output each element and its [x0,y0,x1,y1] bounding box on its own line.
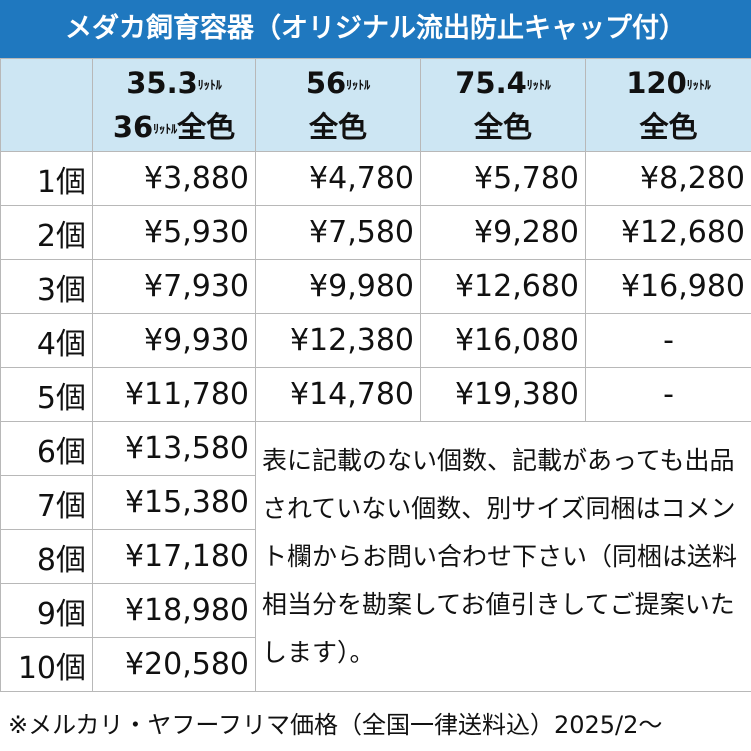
color-line: 全色 [587,105,751,149]
price: ¥7,580 [255,205,421,260]
row-label: 5個 [0,367,93,422]
column-header: 75.4ﾘｯﾄﾙ 全色 [420,58,586,152]
sub-unit: ﾘｯﾄﾙ [153,122,178,136]
column-header: 120ﾘｯﾄﾙ 全色 [585,58,751,152]
price: ¥14,780 [255,367,421,422]
sub-size: 36 [112,110,154,144]
color-line: 全色 [422,105,585,149]
row: 9個 ¥18,980 [0,583,751,638]
row: 1個 ¥3,880 ¥4,780 ¥5,780 ¥8,280 [0,151,751,206]
row-label: 10個 [0,637,93,692]
price: ¥9,930 [92,313,256,368]
size-line: 35.3ﾘｯﾄﾙ [94,61,255,105]
unit: ﾘｯﾄﾙ [686,78,711,92]
row: 4個 ¥9,930 ¥12,380 ¥16,080- [0,313,751,368]
price: ¥15,380 [92,475,256,530]
price: - [585,367,751,422]
row: 2個 ¥5,930 ¥7,580 ¥9,280 ¥12,680 [0,205,751,260]
unit: ﾘｯﾄﾙ [526,78,551,92]
price: ¥11,780 [92,367,256,422]
price: ¥16,080 [420,313,586,368]
unit: ﾘｯﾄﾙ [197,78,222,92]
title: メダカ飼育容器（オリジナル流出防止キャップ付） [0,0,751,58]
price: ¥7,930 [92,259,256,314]
size: 35.3 [126,66,198,100]
row-label: 7個 [0,475,93,530]
price: ¥20,580 [92,637,256,692]
row-label: 2個 [0,205,93,260]
price-table: 35.3ﾘｯﾄﾙ 36ﾘｯﾄﾙ全色 56ﾘｯﾄﾙ 全色 75.4ﾘｯﾄﾙ 全色 120ﾘｯﾄ… [0,58,751,692]
price: ¥12,680 [420,259,586,314]
price: - [585,313,751,368]
color: 全色 [473,110,532,144]
column-header: 56ﾘｯﾄﾙ 全色 [255,58,421,152]
price: ¥18,980 [92,583,256,638]
row: 10個 ¥20,580 [0,637,751,692]
column-header: 35.3ﾘｯﾄﾙ 36ﾘｯﾄﾙ全色 [92,58,256,152]
size: 75.4 [455,66,527,100]
price: ¥17,180 [92,529,256,584]
price: ¥8,280 [585,151,751,206]
row: 7個 ¥15,380 [0,475,751,530]
color: 全色 [639,110,698,144]
price: ¥5,780 [420,151,586,206]
row: 6個 ¥13,580 表に記載のない個数、記載があっても出品されていない個数、別サイ… [0,421,751,692]
row-label: 6個 [0,421,93,476]
row-label: 3個 [0,259,93,314]
unit: ﾘｯﾄﾙ [346,78,371,92]
price: ¥19,380 [420,367,586,422]
corner-cell [0,58,93,152]
footer: ※メルカリ・ヤフーフリマ価格（全国一律送料込）2025/2～ [8,711,663,739]
price: ¥12,380 [255,313,421,368]
price: ¥9,280 [420,205,586,260]
note: 表に記載のない個数、記載があっても出品されていない個数、別サイズ同梱はコメント欄… [255,421,751,692]
row-label: 9個 [0,583,93,638]
size-line: 56ﾘｯﾄﾙ [257,61,420,105]
price: ¥13,580 [92,421,256,476]
price: ¥12,680 [585,205,751,260]
row-label: 4個 [0,313,93,368]
size: 120 [626,66,687,100]
header-row: 35.3ﾘｯﾄﾙ 36ﾘｯﾄﾙ全色 56ﾘｯﾄﾙ 全色 75.4ﾘｯﾄﾙ 全色 120ﾘｯﾄ… [0,58,751,152]
size-line: 120ﾘｯﾄﾙ [587,61,751,105]
color: 全色 [177,110,236,144]
size: 56 [305,66,347,100]
price: ¥5,930 [92,205,256,260]
price: ¥4,780 [255,151,421,206]
row-label: 1個 [0,151,93,206]
row-label: 8個 [0,529,93,584]
price: ¥16,980 [585,259,751,314]
row: 3個 ¥7,930 ¥9,980 ¥12,680 ¥16,980 [0,259,751,314]
price: ¥9,980 [255,259,421,314]
size-line: 75.4ﾘｯﾄﾙ [422,61,585,105]
color-line: 36ﾘｯﾄﾙ全色 [94,105,255,149]
color: 全色 [308,110,367,144]
color-line: 全色 [257,105,420,149]
row: 5個 ¥11,780 ¥14,780 ¥19,380- [0,367,751,422]
price: ¥3,880 [92,151,256,206]
